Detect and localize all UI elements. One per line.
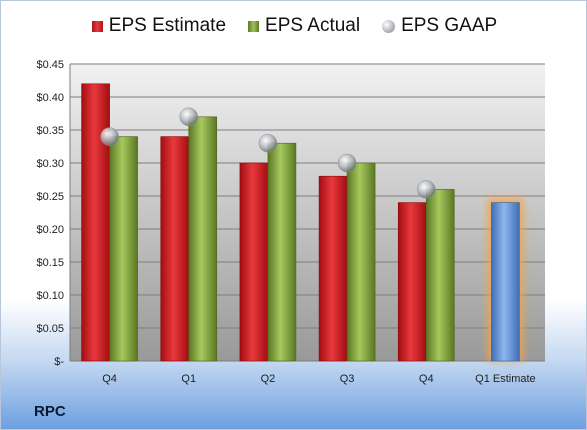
legend-label-eps-actual: EPS Actual xyxy=(265,15,361,36)
gaap-point xyxy=(100,127,119,146)
y-tick-label: $0.10 xyxy=(36,290,64,302)
gaap-point xyxy=(417,180,436,199)
gaap-point xyxy=(179,107,198,127)
y-tick-label: $0.40 xyxy=(36,92,64,104)
legend-swatch-eps-actual xyxy=(248,20,260,32)
y-tick-label: $0.30 xyxy=(36,158,64,170)
y-tick-label: $0.20 xyxy=(36,224,64,236)
bar-eps-estimate xyxy=(318,175,348,362)
bar-q1-estimate xyxy=(491,202,520,362)
bar-eps-actual xyxy=(267,142,297,362)
grid-lines xyxy=(69,63,545,362)
bar-eps-actual xyxy=(346,162,376,362)
bar-eps-estimate xyxy=(160,136,190,362)
x-tick-labels: Q4 Q1 Q2 Q3 Q4 Q1 Estimate xyxy=(102,373,535,385)
legend-item-eps-actual: EPS Actual xyxy=(248,15,360,37)
y-tick-label: $- xyxy=(54,356,64,368)
x-tick-label: Q1 xyxy=(181,373,196,385)
y-tick-label: $0.25 xyxy=(36,191,64,203)
x-tick-label: Q2 xyxy=(261,373,276,385)
company-label: RPC xyxy=(34,403,66,420)
bar-eps-estimate xyxy=(397,202,427,362)
gaap-points xyxy=(100,107,436,199)
bars xyxy=(81,83,524,362)
x-tick-label: Q3 xyxy=(340,373,355,385)
bar-eps-estimate xyxy=(81,83,110,362)
y-tick-label: $0.05 xyxy=(36,323,64,335)
y-tick-label: $0.35 xyxy=(36,125,64,137)
bar-eps-estimate xyxy=(239,162,269,362)
legend-label-eps-gaap: EPS GAAP xyxy=(401,15,498,36)
bar-eps-actual xyxy=(425,189,455,362)
y-tick-label: $0.15 xyxy=(36,257,64,269)
y-tick-label: $0.45 xyxy=(36,59,64,71)
legend-item-eps-estimate: EPS Estimate xyxy=(91,15,227,37)
x-tick-label: Q4 xyxy=(102,373,117,385)
bar-eps-actual xyxy=(188,116,218,362)
y-tick-labels: $- $0.05 $0.10 $0.15 $0.20 $0.25 $0.30 $0.35 $0.… xyxy=(36,59,64,368)
x-tick-label: Q4 xyxy=(419,373,434,385)
plot-area xyxy=(70,64,545,361)
legend-swatch-eps-estimate xyxy=(91,20,103,32)
x-tick-label: Q1 Estimate xyxy=(475,373,536,385)
bar-eps-actual xyxy=(109,136,138,362)
legend-label-eps-estimate: EPS Estimate xyxy=(108,15,227,36)
gaap-point xyxy=(337,153,357,173)
gaap-point xyxy=(258,133,278,153)
legend-item-eps-gaap: EPS GAAP xyxy=(382,15,497,37)
legend: EPS Estimate EPS Actual EPS GAAP xyxy=(1,15,587,37)
legend-swatch-eps-gaap xyxy=(382,19,396,33)
